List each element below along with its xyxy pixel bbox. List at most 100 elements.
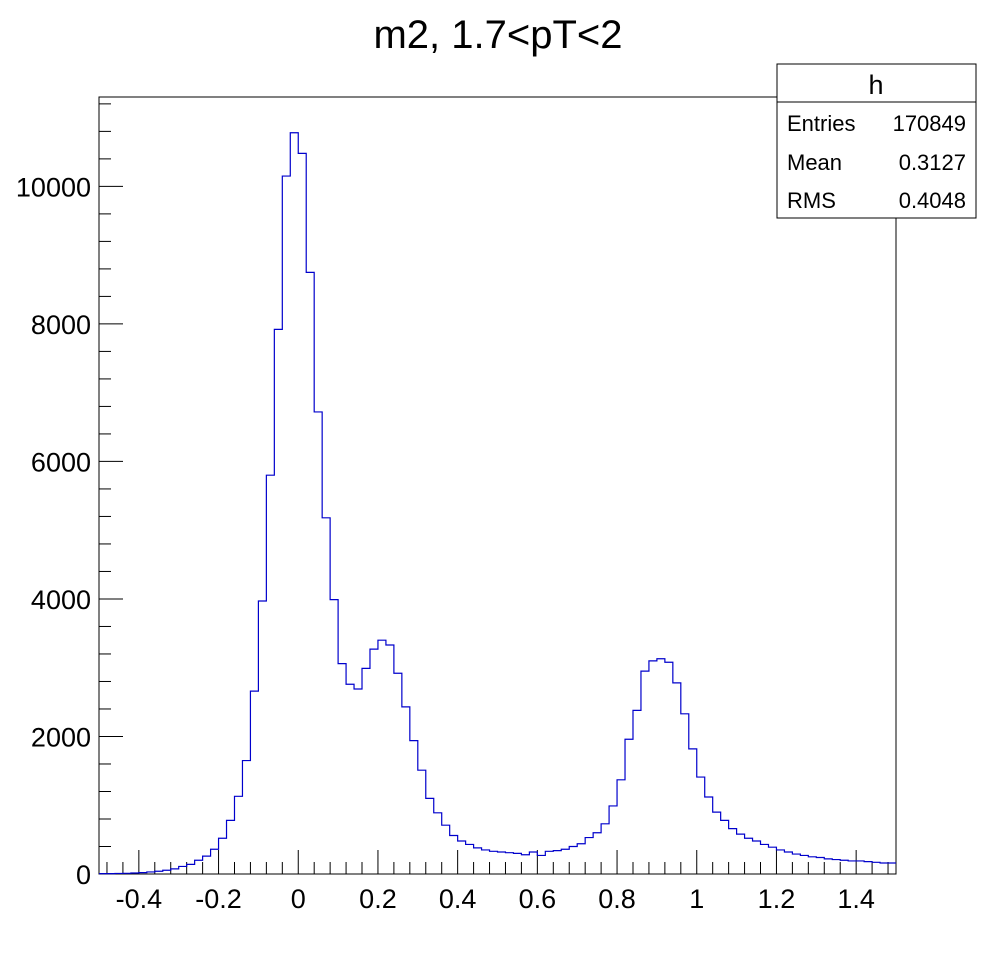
histogram-bin xyxy=(195,860,203,874)
histogram-bin xyxy=(250,691,258,874)
histogram-bin xyxy=(856,861,864,874)
histogram-bin xyxy=(864,862,872,874)
histogram-bin xyxy=(537,855,545,874)
histogram-bin xyxy=(561,849,569,874)
histogram-bin xyxy=(426,798,434,874)
histogram-bin xyxy=(434,813,442,874)
histogram-bin xyxy=(505,853,513,874)
histogram-bin xyxy=(402,707,410,874)
histogram-bin xyxy=(338,664,346,874)
histogram-bin xyxy=(737,834,745,874)
stat-mean-value: 0.3127 xyxy=(899,150,966,175)
histogram-bin xyxy=(569,846,577,874)
histogram-bin xyxy=(609,806,617,874)
x-tick-label: 0.2 xyxy=(359,884,397,914)
histogram-bin xyxy=(362,668,370,874)
histogram-bin xyxy=(840,860,848,874)
histogram-bin xyxy=(474,848,482,874)
histogram-bin xyxy=(529,852,537,874)
histogram-bin xyxy=(227,820,235,874)
y-tick-label: 2000 xyxy=(31,722,91,752)
histogram-bin xyxy=(808,857,816,874)
histogram-bin xyxy=(458,841,466,874)
plot-frame xyxy=(98,96,897,875)
histogram-bin xyxy=(282,176,290,874)
stats-box-frame xyxy=(776,63,977,219)
histogram-bin xyxy=(784,852,792,874)
x-tick-label: 1.4 xyxy=(837,884,875,914)
stat-entries-label: Entries xyxy=(787,111,855,136)
stats-box: h Entries 170849 Mean 0.3127 RMS 0.4048 xyxy=(776,63,977,219)
histogram-bin xyxy=(498,852,506,874)
histogram-bin xyxy=(729,829,737,874)
histogram-bin xyxy=(450,835,458,874)
histogram-bin xyxy=(617,780,625,874)
histogram-bin xyxy=(346,684,354,874)
histogram-bin xyxy=(880,863,888,874)
y-tick-label: 0 xyxy=(76,860,91,890)
x-tick-label: 0.8 xyxy=(598,884,636,914)
histogram-bin xyxy=(816,857,824,874)
histogram-bin xyxy=(155,871,163,874)
y-tick-label: 6000 xyxy=(31,447,91,477)
histogram-bin xyxy=(171,869,179,874)
histogram-bin xyxy=(649,661,657,874)
histogram-bin xyxy=(490,851,498,874)
histogram-bin xyxy=(761,844,769,874)
histogram-bin xyxy=(577,844,585,874)
histogram-bin xyxy=(633,710,641,874)
histogram-bin xyxy=(139,873,147,874)
stat-mean-label: Mean xyxy=(787,150,842,175)
histogram-bin xyxy=(665,662,673,874)
histogram-bin xyxy=(290,133,298,874)
x-tick-label: -0.4 xyxy=(116,884,163,914)
histogram-bin xyxy=(553,851,561,874)
histogram-bin xyxy=(378,640,386,874)
histogram-bin xyxy=(713,812,721,874)
histogram-bin xyxy=(442,825,450,874)
histogram-bin xyxy=(776,850,784,874)
histogram-bin xyxy=(179,866,187,874)
histogram-bin xyxy=(123,873,131,874)
histogram-bin xyxy=(888,863,896,874)
chart-title: m2, 1.7<pT<2 xyxy=(373,13,622,57)
histogram-bin xyxy=(274,329,282,874)
histogram-bin xyxy=(872,862,880,874)
histogram-bin xyxy=(625,739,633,874)
histogram-bin xyxy=(593,833,601,874)
y-tick-label: 10000 xyxy=(16,172,91,202)
histogram-bin xyxy=(753,841,761,874)
histogram-bin xyxy=(466,844,474,874)
histogram-bin xyxy=(601,824,609,874)
histogram-bin xyxy=(482,850,490,874)
histogram-bin xyxy=(697,777,705,874)
y-tick-label: 8000 xyxy=(31,310,91,340)
x-tick-label: -0.2 xyxy=(195,884,242,914)
histogram-bin xyxy=(211,849,219,874)
histogram-bin xyxy=(306,272,314,874)
histogram-bin xyxy=(131,873,139,874)
histogram-bin xyxy=(705,797,713,874)
histogram-bin xyxy=(203,856,211,874)
histogram-bin xyxy=(394,673,402,874)
histogram-outline xyxy=(99,132,896,875)
stats-box-title: h xyxy=(868,70,883,100)
x-tick-label: 0 xyxy=(291,884,306,914)
histogram-bin xyxy=(147,872,155,874)
histogram-bin xyxy=(832,860,840,874)
histogram-bin xyxy=(314,412,322,874)
histogram-bin xyxy=(418,770,426,874)
histogram-bin xyxy=(258,601,266,874)
histogram-bin xyxy=(721,820,729,874)
histogram-bin xyxy=(585,838,593,874)
histogram-bin xyxy=(163,870,171,874)
histogram-bin xyxy=(330,600,338,874)
histogram-bin xyxy=(848,861,856,874)
stat-rms-value: 0.4048 xyxy=(899,188,966,213)
histogram-bin xyxy=(242,761,250,874)
histogram-bin xyxy=(386,645,394,874)
histogram-bin xyxy=(545,851,553,874)
histogram-bin xyxy=(266,475,274,874)
stat-rms-label: RMS xyxy=(787,188,836,213)
